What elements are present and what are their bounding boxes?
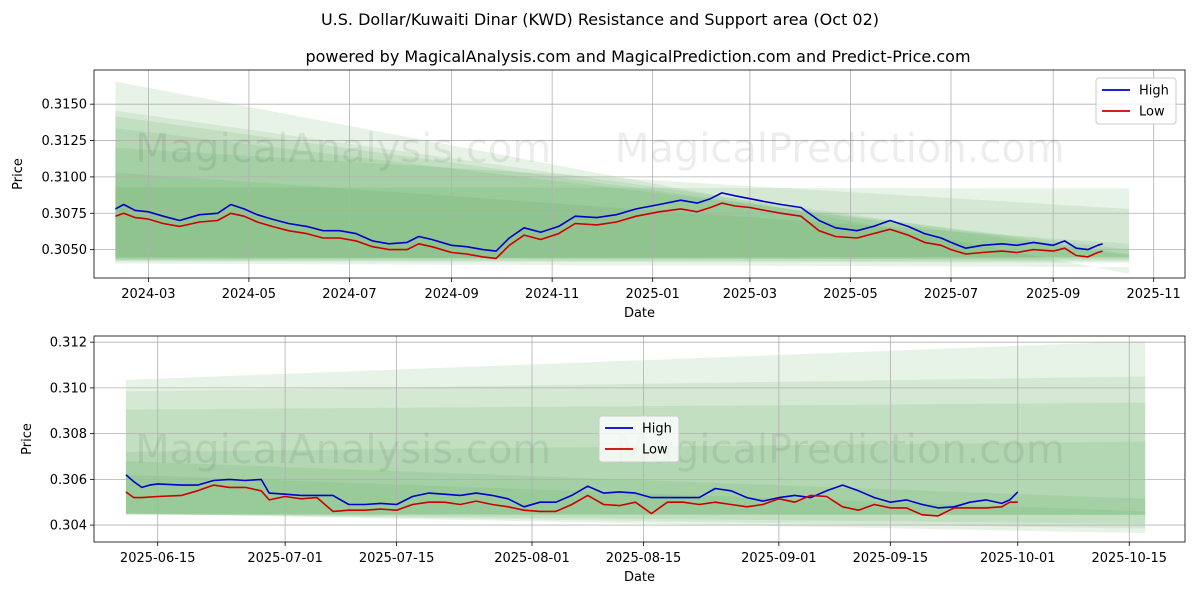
y-axis-label: Price: [20, 423, 35, 455]
legend: High Low: [1095, 77, 1177, 125]
axes: 2025-06-15 2025-07-01 2025-07-15 2025-08-01…: [20, 335, 1186, 585]
x-tick-label: 2025-09: [1026, 287, 1080, 302]
series-line-high: [125, 474, 1019, 509]
x-tick-label: 2025-07-01: [247, 551, 323, 566]
x-axis-label: Date: [624, 306, 655, 321]
x-tick-label: 2024-05: [222, 287, 276, 302]
legend-label-high: High: [1139, 84, 1169, 99]
axes-frame: [93, 335, 1186, 543]
x-tick-label: 2025-01: [626, 287, 680, 302]
axes: 2024-03 2024-05 2024-07 2024-09 2024-11 2025-…: [11, 69, 1186, 321]
y-tick-label: 0.308: [50, 427, 87, 442]
y-tick-label: 0.3150: [42, 98, 88, 113]
x-tick-label: 2025-09-15: [853, 551, 929, 566]
legend: High Low: [598, 415, 680, 463]
series-line-low: [125, 484, 1018, 517]
x-tick-label: 2024-09: [424, 287, 478, 302]
legend-label-high: High: [642, 422, 672, 437]
x-tick-label: 2025-10-15: [1091, 551, 1167, 566]
x-tick-label: 2024-03: [121, 287, 175, 302]
price-chart-overview: MagicalAnalysis.com MagicalPrediction.co…: [11, 69, 1186, 321]
watermark: MagicalAnalysis.com MagicalPrediction.co…: [135, 126, 1065, 172]
resistance-support-bands: [115, 81, 1129, 274]
x-tick-label: 2025-03: [723, 287, 777, 302]
x-tick-label: 2025-07-15: [359, 551, 435, 566]
x-tick-label: 2025-08-15: [606, 551, 682, 566]
price-chart-zoomed: MagicalAnalysis.com MagicalPrediction.co…: [20, 335, 1186, 585]
band-2: [115, 110, 1129, 262]
y-tick-label: 0.3075: [42, 207, 88, 222]
axes-frame: [93, 69, 1186, 279]
series-line-high: [115, 192, 1103, 252]
band-5: [115, 147, 1129, 260]
x-tick-label: 2025-06-15: [120, 551, 196, 566]
legend-label-low: Low: [642, 443, 668, 458]
y-tick-label: 0.304: [50, 519, 87, 534]
x-tick-label: 2025-10-01: [980, 551, 1056, 566]
y-tick-label: 0.306: [50, 473, 87, 488]
series-line-low: [115, 202, 1103, 260]
x-axis-label: Date: [624, 570, 655, 585]
x-tick-label: 2025-11: [1127, 287, 1181, 302]
x-tick-label: 2025-08-01: [494, 551, 570, 566]
y-tick-label: 0.3050: [42, 243, 88, 258]
y-tick-label: 0.310: [50, 381, 87, 396]
legend-label-low: Low: [1139, 105, 1165, 120]
price-series: [115, 192, 1103, 260]
y-tick-label: 0.3100: [42, 170, 88, 185]
grid-lines: [94, 70, 1185, 278]
y-axis-label: Price: [11, 158, 26, 190]
figure-subtitle: powered by MagicalAnalysis.com and Magic…: [305, 47, 970, 66]
price-series: [125, 474, 1019, 517]
x-tick-label: 2025-09-01: [741, 551, 817, 566]
x-tick-label: 2025-07: [924, 287, 978, 302]
x-tick-label: 2024-07: [322, 287, 376, 302]
y-tick-label: 0.3125: [42, 134, 88, 149]
x-tick-label: 2025-05: [823, 287, 877, 302]
x-tick-label: 2024-11: [525, 287, 579, 302]
band-6: [115, 172, 1129, 259]
band-7: [115, 187, 1129, 259]
y-tick-label: 0.312: [50, 336, 87, 351]
figure-title: U.S. Dollar/Kuwaiti Dinar (KWD) Resistan…: [321, 10, 879, 29]
band-4: [115, 128, 1129, 260]
